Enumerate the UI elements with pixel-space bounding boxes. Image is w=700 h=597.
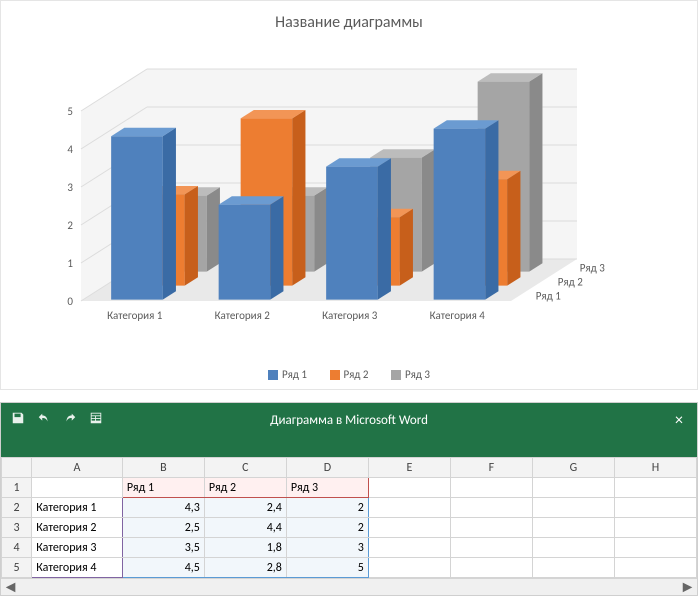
svg-text:Категория 1: Категория 1	[107, 309, 163, 322]
row-header-3[interactable]: 3	[2, 518, 32, 538]
window-title: Диаграмма в Microsoft Word	[1, 413, 697, 428]
cell-D4[interactable]: 3	[286, 538, 368, 558]
cell-F1[interactable]	[450, 478, 532, 498]
row-header-2[interactable]: 2	[2, 498, 32, 518]
cell-C5[interactable]: 2,8	[204, 558, 286, 578]
cell-D2[interactable]: 2	[286, 498, 368, 518]
cell-B4[interactable]: 3,5	[122, 538, 204, 558]
cell-A3[interactable]: Категория 2	[32, 518, 123, 538]
row-header-1[interactable]: 1	[2, 478, 32, 498]
grid-area: ABCDEFGH1Ряд 1Ряд 2Ряд 32Категория 14,32…	[1, 457, 697, 578]
chart-legend: Ряд 1 Ряд 2 Ряд 3	[1, 368, 697, 381]
spreadsheet-titlebar: Диаграмма в Microsoft Word ×	[1, 403, 697, 437]
save-icon[interactable]	[11, 411, 25, 429]
svg-text:4: 4	[67, 143, 73, 156]
col-header-H[interactable]: H	[614, 458, 696, 478]
svg-text:Категория 4: Категория 4	[430, 309, 486, 322]
cell-G2[interactable]	[532, 498, 614, 518]
cell-H3[interactable]	[614, 518, 696, 538]
col-header-D[interactable]: D	[286, 458, 368, 478]
cell-E3[interactable]	[368, 518, 450, 538]
cell-A5[interactable]: Категория 4	[32, 558, 123, 578]
svg-text:Категория 2: Категория 2	[215, 309, 271, 322]
cell-F2[interactable]	[450, 498, 532, 518]
close-icon[interactable]: ×	[661, 411, 697, 430]
undo-icon[interactable]	[37, 411, 51, 429]
spreadsheet-grid[interactable]: ABCDEFGH1Ряд 1Ряд 2Ряд 32Категория 14,32…	[1, 457, 697, 578]
cell-A4[interactable]: Категория 3	[32, 538, 123, 558]
legend-label: Ряд 2	[344, 368, 369, 381]
cell-D5[interactable]: 5	[286, 558, 368, 578]
col-header-C[interactable]: C	[204, 458, 286, 478]
horizontal-scrollbar[interactable]: ◄ ►	[1, 578, 697, 595]
legend-item-1: Ряд 1	[268, 368, 307, 381]
legend-label: Ряд 3	[405, 368, 430, 381]
cell-H2[interactable]	[614, 498, 696, 518]
cell-B2[interactable]: 4,3	[122, 498, 204, 518]
svg-text:1: 1	[67, 257, 73, 270]
cell-D3[interactable]: 2	[286, 518, 368, 538]
cell-F3[interactable]	[450, 518, 532, 538]
chart-title: Название диаграммы	[1, 1, 697, 38]
cell-H1[interactable]	[614, 478, 696, 498]
legend-item-2: Ряд 2	[330, 368, 369, 381]
cell-H5[interactable]	[614, 558, 696, 578]
col-header-F[interactable]: F	[450, 458, 532, 478]
cell-B5[interactable]: 4,5	[122, 558, 204, 578]
cell-G1[interactable]	[532, 478, 614, 498]
legend-item-3: Ряд 3	[391, 368, 430, 381]
svg-text:Ряд 2: Ряд 2	[558, 275, 583, 288]
cell-E1[interactable]	[368, 478, 450, 498]
cell-E4[interactable]	[368, 538, 450, 558]
cell-F5[interactable]	[450, 558, 532, 578]
cell-C1[interactable]: Ряд 2	[204, 478, 286, 498]
svg-text:5: 5	[67, 105, 73, 118]
cell-C3[interactable]: 4,4	[204, 518, 286, 538]
cell-G4[interactable]	[532, 538, 614, 558]
legend-label: Ряд 1	[282, 368, 307, 381]
cell-C2[interactable]: 2,4	[204, 498, 286, 518]
col-header-G[interactable]: G	[532, 458, 614, 478]
cell-H4[interactable]	[614, 538, 696, 558]
cell-F4[interactable]	[450, 538, 532, 558]
svg-text:2: 2	[67, 219, 73, 232]
col-header-B[interactable]: B	[122, 458, 204, 478]
ribbon-spacer	[1, 437, 697, 457]
cell-E2[interactable]	[368, 498, 450, 518]
cell-C4[interactable]: 1,8	[204, 538, 286, 558]
select-all-corner[interactable]	[2, 458, 32, 478]
cell-E5[interactable]	[368, 558, 450, 578]
chart-svg: 0 1 2 3 4 5 Категория 1 Категория 2 Категория 3 К…	[41, 51, 661, 331]
svg-text:0: 0	[67, 295, 73, 308]
datasheet-icon[interactable]	[89, 411, 103, 429]
cell-B3[interactable]: 2,5	[122, 518, 204, 538]
chart-panel: Название диаграммы 0 1 2 3 4 5 Категория 1 Кате…	[0, 0, 698, 390]
cell-B1[interactable]: Ряд 1	[122, 478, 204, 498]
cell-G5[interactable]	[532, 558, 614, 578]
svg-text:Ряд 1: Ряд 1	[536, 289, 561, 302]
cell-A1[interactable]	[32, 478, 123, 498]
svg-text:Ряд 3: Ряд 3	[580, 261, 605, 274]
svg-text:Категория 3: Категория 3	[322, 309, 378, 322]
col-header-A[interactable]: A	[32, 458, 123, 478]
scroll-left-icon[interactable]: ◄	[3, 581, 18, 594]
cell-G3[interactable]	[532, 518, 614, 538]
redo-icon[interactable]	[63, 411, 77, 429]
chart-plot-area: 0 1 2 3 4 5 Категория 1 Категория 2 Категория 3 К…	[41, 51, 661, 331]
cell-D1[interactable]: Ряд 3	[286, 478, 368, 498]
row-header-5[interactable]: 5	[2, 558, 32, 578]
svg-text:3: 3	[67, 181, 73, 194]
col-header-E[interactable]: E	[368, 458, 450, 478]
scroll-right-icon[interactable]: ►	[680, 581, 695, 594]
row-header-4[interactable]: 4	[2, 538, 32, 558]
spreadsheet-panel: Диаграмма в Microsoft Word × ABCDEFGH 1 Ря…	[0, 402, 698, 596]
cell-A2[interactable]: Категория 1	[32, 498, 123, 518]
